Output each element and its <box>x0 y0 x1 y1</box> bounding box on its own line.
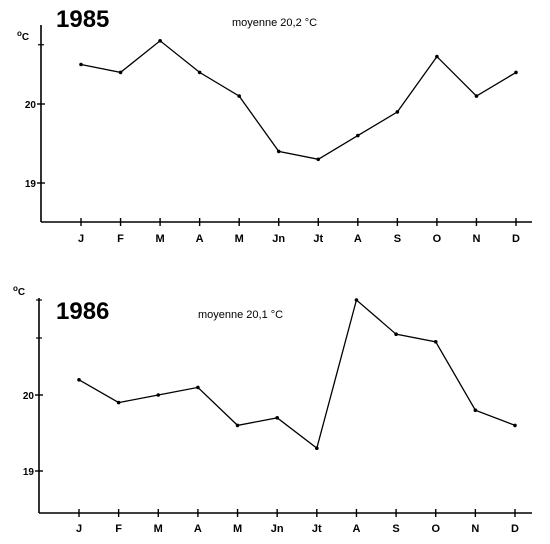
chart-1986-data-point <box>196 385 200 390</box>
chart-1986-title: 1986 <box>56 298 109 325</box>
chart-1985-xtick-label: N <box>472 233 480 245</box>
chart-1985-xtick-label: A <box>196 233 204 245</box>
chart-1986-xtick-label: M <box>154 523 163 535</box>
chart-1986-data-point <box>77 378 81 382</box>
chart-1985-xtick-label: M <box>235 233 244 245</box>
chart-1985-series-line <box>80 39 517 160</box>
chart-1986-xtick-label: N <box>471 523 479 535</box>
chart-1986-data-point <box>394 332 398 337</box>
chart-1985-data-point <box>316 157 321 162</box>
chart-1985-data-point <box>356 133 360 138</box>
chart-1985-ytick-label: 20 <box>25 100 37 111</box>
chart-1986-data-point <box>433 340 438 344</box>
chart-1986-xtick-label: O <box>431 523 440 535</box>
chart-1986-data-point <box>513 423 517 428</box>
chart-1985-title: 1985 <box>56 6 109 33</box>
chart-1986-data-point <box>235 423 240 428</box>
chart-1985-data-point <box>79 62 83 67</box>
chart-1986-xtick-label: M <box>233 523 242 535</box>
chart-1986-series-line <box>78 298 516 450</box>
chart-1986-xtick-label: F <box>115 523 122 535</box>
chart-1985-data-point <box>118 70 123 75</box>
chart-1985-data-point <box>237 94 241 98</box>
chart-1985-unit-label: oC <box>17 29 29 43</box>
chart-1985-xtick-label: Jt <box>313 233 323 245</box>
chart-1985-data-point <box>276 149 281 154</box>
chart-1986-data-point <box>473 408 478 413</box>
chart-1985-data-point <box>158 39 162 43</box>
chart-1985-data-point <box>197 70 202 75</box>
chart-1985-xtick-label: S <box>394 233 401 245</box>
chart-1986-xtick-label: A <box>352 523 360 535</box>
chart-1985-xtick-label: D <box>512 233 520 245</box>
chart-1986-data-point <box>116 400 121 405</box>
chart-1986-data-point <box>315 446 319 451</box>
chart-1985-xtick-label: A <box>354 233 362 245</box>
chart-1985-subtitle: moyenne 20,2 °C <box>232 17 317 29</box>
chart-1985-data-point <box>514 70 518 75</box>
chart-1986: 1986 moyenne 20,1 °C oC 20 19 J F M A M Jn Jt A S… <box>13 284 532 535</box>
chart-1985-subtitle-unit: °C <box>305 17 317 29</box>
chart-1986-subtitle: moyenne 20,1 °C <box>198 309 283 321</box>
chart-1986-unit-label: oC <box>13 284 25 298</box>
chart-1985-data-point <box>395 110 400 114</box>
chart-1986-xtick-label: Jt <box>312 523 322 535</box>
chart-1986-xtick-label: D <box>511 523 519 535</box>
chart-1986-ytick-label: 20 <box>23 391 35 402</box>
chart-1986-data-point <box>275 416 279 420</box>
chart-1985-xtick-label: F <box>117 233 124 245</box>
chart-1986-data-point <box>156 393 161 397</box>
chart-1985-data-point <box>435 54 439 59</box>
chart-1985-xtick-label: O <box>433 233 442 245</box>
chart-1985-data-point <box>474 94 479 98</box>
chart-1986-xtick-label: A <box>194 523 202 535</box>
chart-1986-xtick-label: Jn <box>271 523 284 535</box>
chart-1986-data-point <box>354 298 359 302</box>
chart-1986-xtick-label: J <box>76 523 82 535</box>
chart-1985-xtick-label: Jn <box>272 233 285 245</box>
chart-1986-ytick-label: 19 <box>23 467 35 478</box>
chart-1985-xtick-label: M <box>156 233 165 245</box>
chart-1985-ytick-label: 19 <box>25 179 37 190</box>
chart-1986-subtitle-unit: °C <box>271 309 283 321</box>
chart-1986-xtick-label: S <box>392 523 399 535</box>
chart-1985-xtick-label: J <box>78 233 84 245</box>
chart-1985: 1985 moyenne 20,2 °C oC 20 19 J F M A M Jn Jt A S… <box>17 6 532 245</box>
